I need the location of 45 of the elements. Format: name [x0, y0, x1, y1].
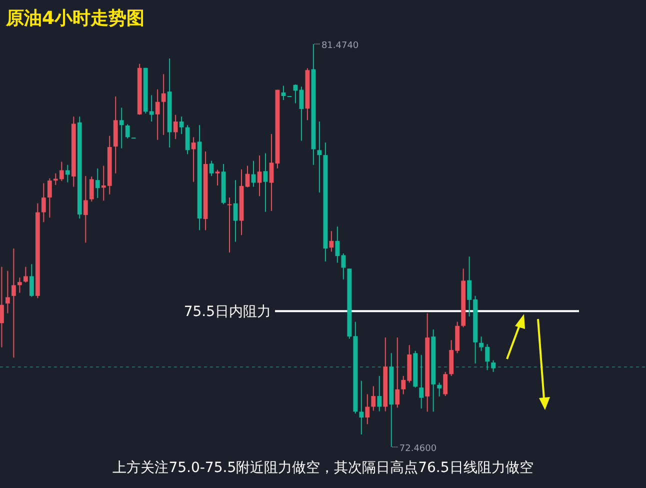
candlestick	[47, 178, 52, 218]
candlestick	[125, 124, 130, 140]
candlestick	[437, 382, 442, 397]
candlestick	[5, 270, 10, 314]
candlestick	[215, 169, 220, 186]
candlestick	[209, 160, 214, 177]
candlestick	[263, 152, 268, 212]
candlestick	[371, 386, 376, 412]
candlestick	[11, 248, 16, 358]
candlestick	[173, 114, 178, 140]
candlestick	[0, 266, 4, 348]
candlestick	[185, 124, 190, 155]
candlestick	[17, 277, 22, 294]
candlestick	[29, 264, 34, 298]
chart-title: 原油4小时走势图	[5, 8, 145, 29]
candlestick	[365, 394, 370, 425]
candlestick	[317, 121, 322, 194]
candlestick	[269, 134, 274, 212]
candlestick	[245, 165, 250, 188]
candlestick	[179, 116, 184, 135]
candlestick	[161, 74, 166, 136]
candlestick	[299, 86, 304, 142]
candlestick	[257, 155, 262, 197]
candlestick	[95, 168, 100, 198]
candlestick	[89, 176, 94, 202]
text: 上方关注75.0-75.5附近阻力做空，其次隔日高点76.5日线阻力做空	[112, 460, 534, 476]
candlestick	[359, 380, 364, 435]
annotation: 81.4740	[321, 41, 359, 51]
candlestick	[377, 375, 382, 412]
ref-line-label: 75.5日内阻力	[184, 304, 271, 320]
candlestick	[41, 182, 46, 223]
candlestick	[329, 230, 334, 252]
candlestick	[233, 180, 238, 242]
candlestick	[59, 161, 64, 182]
candlestick	[395, 336, 400, 408]
candlestick	[65, 164, 70, 183]
candlestick	[23, 266, 28, 283]
candlestick	[419, 354, 424, 410]
candlestick	[119, 107, 124, 149]
candlestick	[443, 371, 448, 397]
candlestick	[83, 176, 88, 244]
candlestick	[251, 160, 256, 188]
candlestick	[155, 88, 160, 140]
candlestick	[491, 360, 496, 372]
annotation: 72.4600	[399, 444, 437, 454]
